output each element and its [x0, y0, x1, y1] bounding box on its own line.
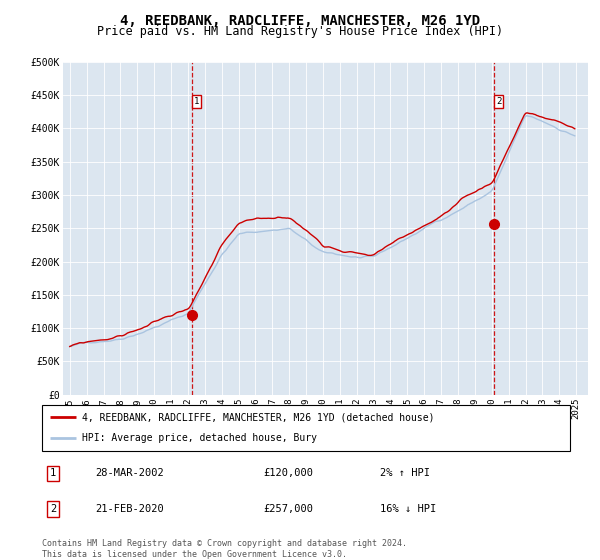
Text: 2: 2 [496, 96, 502, 106]
Text: 2: 2 [50, 504, 56, 514]
Text: 2% ↑ HPI: 2% ↑ HPI [380, 469, 430, 478]
Text: 16% ↓ HPI: 16% ↓ HPI [380, 504, 436, 514]
Text: Price paid vs. HM Land Registry's House Price Index (HPI): Price paid vs. HM Land Registry's House … [97, 25, 503, 38]
Text: 28-MAR-2002: 28-MAR-2002 [95, 469, 164, 478]
Text: 21-FEB-2020: 21-FEB-2020 [95, 504, 164, 514]
Text: 4, REEDBANK, RADCLIFFE, MANCHESTER, M26 1YD (detached house): 4, REEDBANK, RADCLIFFE, MANCHESTER, M26 … [82, 412, 434, 422]
Text: Contains HM Land Registry data © Crown copyright and database right 2024.
This d: Contains HM Land Registry data © Crown c… [42, 539, 407, 559]
Text: £120,000: £120,000 [264, 469, 314, 478]
Text: 1: 1 [194, 96, 199, 106]
Text: 4, REEDBANK, RADCLIFFE, MANCHESTER, M26 1YD: 4, REEDBANK, RADCLIFFE, MANCHESTER, M26 … [120, 14, 480, 28]
Text: £257,000: £257,000 [264, 504, 314, 514]
Text: 1: 1 [50, 469, 56, 478]
Text: HPI: Average price, detached house, Bury: HPI: Average price, detached house, Bury [82, 433, 317, 444]
